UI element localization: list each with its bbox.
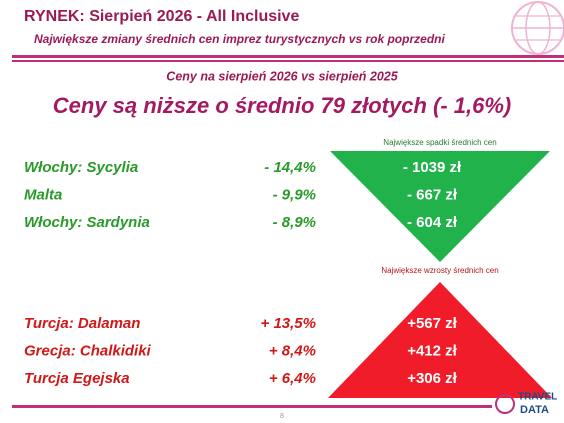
- row-name: Włochy: Sardynia: [24, 214, 150, 231]
- row-name: Turcja Egejska: [24, 370, 130, 387]
- row-percent: + 6,4%: [269, 370, 316, 387]
- rule: [12, 60, 564, 62]
- page-number: 8: [280, 413, 284, 420]
- row-percent: - 14,4%: [264, 159, 316, 176]
- comparison: Ceny na sierpień 2026 vs sierpień 2025: [166, 69, 398, 83]
- row-percent: - 8,9%: [273, 214, 316, 231]
- row-amount: - 667 zł: [407, 186, 458, 203]
- increases-label: Największe wzrosty średnich cen: [381, 266, 498, 275]
- globe: [511, 1, 564, 55]
- row-name: Turcja: Dalaman: [24, 315, 140, 332]
- decreases-label: Największe spadki średnich cen: [383, 138, 496, 147]
- row-percent: - 9,9%: [273, 186, 316, 203]
- headline: Ceny są niższe o średnio 79 złotych (- 1…: [53, 93, 511, 118]
- rule: [12, 405, 492, 408]
- logo-text: TRAVEL: [518, 392, 557, 403]
- logo: TRAVEL DATA: [495, 392, 557, 416]
- row-amount: +567 zł: [407, 315, 457, 332]
- subtitle: Największe zmiany średnich cen imprez tu…: [34, 32, 445, 46]
- row-percent: + 8,4%: [269, 342, 316, 359]
- logo-text: DATA: [520, 404, 549, 416]
- rule: [12, 55, 564, 58]
- row-percent: + 13,5%: [261, 315, 316, 332]
- row-name: Malta: [24, 186, 62, 203]
- row-amount: - 1039 zł: [403, 159, 462, 176]
- decrease-triangle: [330, 151, 550, 262]
- row-amount: +412 zł: [407, 342, 457, 359]
- increase-triangle: [328, 282, 552, 398]
- row-name: Grecja: Chalkidiki: [24, 342, 152, 359]
- row-amount: - 604 zł: [407, 214, 458, 231]
- title: RYNEK: Sierpień 2026 - All Inclusive: [24, 8, 299, 25]
- row-name: Włochy: Sycylia: [24, 159, 138, 176]
- row-amount: +306 zł: [407, 370, 457, 387]
- rows: Włochy: Sycylia - 14,4% - 1039 zł Malta - 9,…: [24, 159, 462, 387]
